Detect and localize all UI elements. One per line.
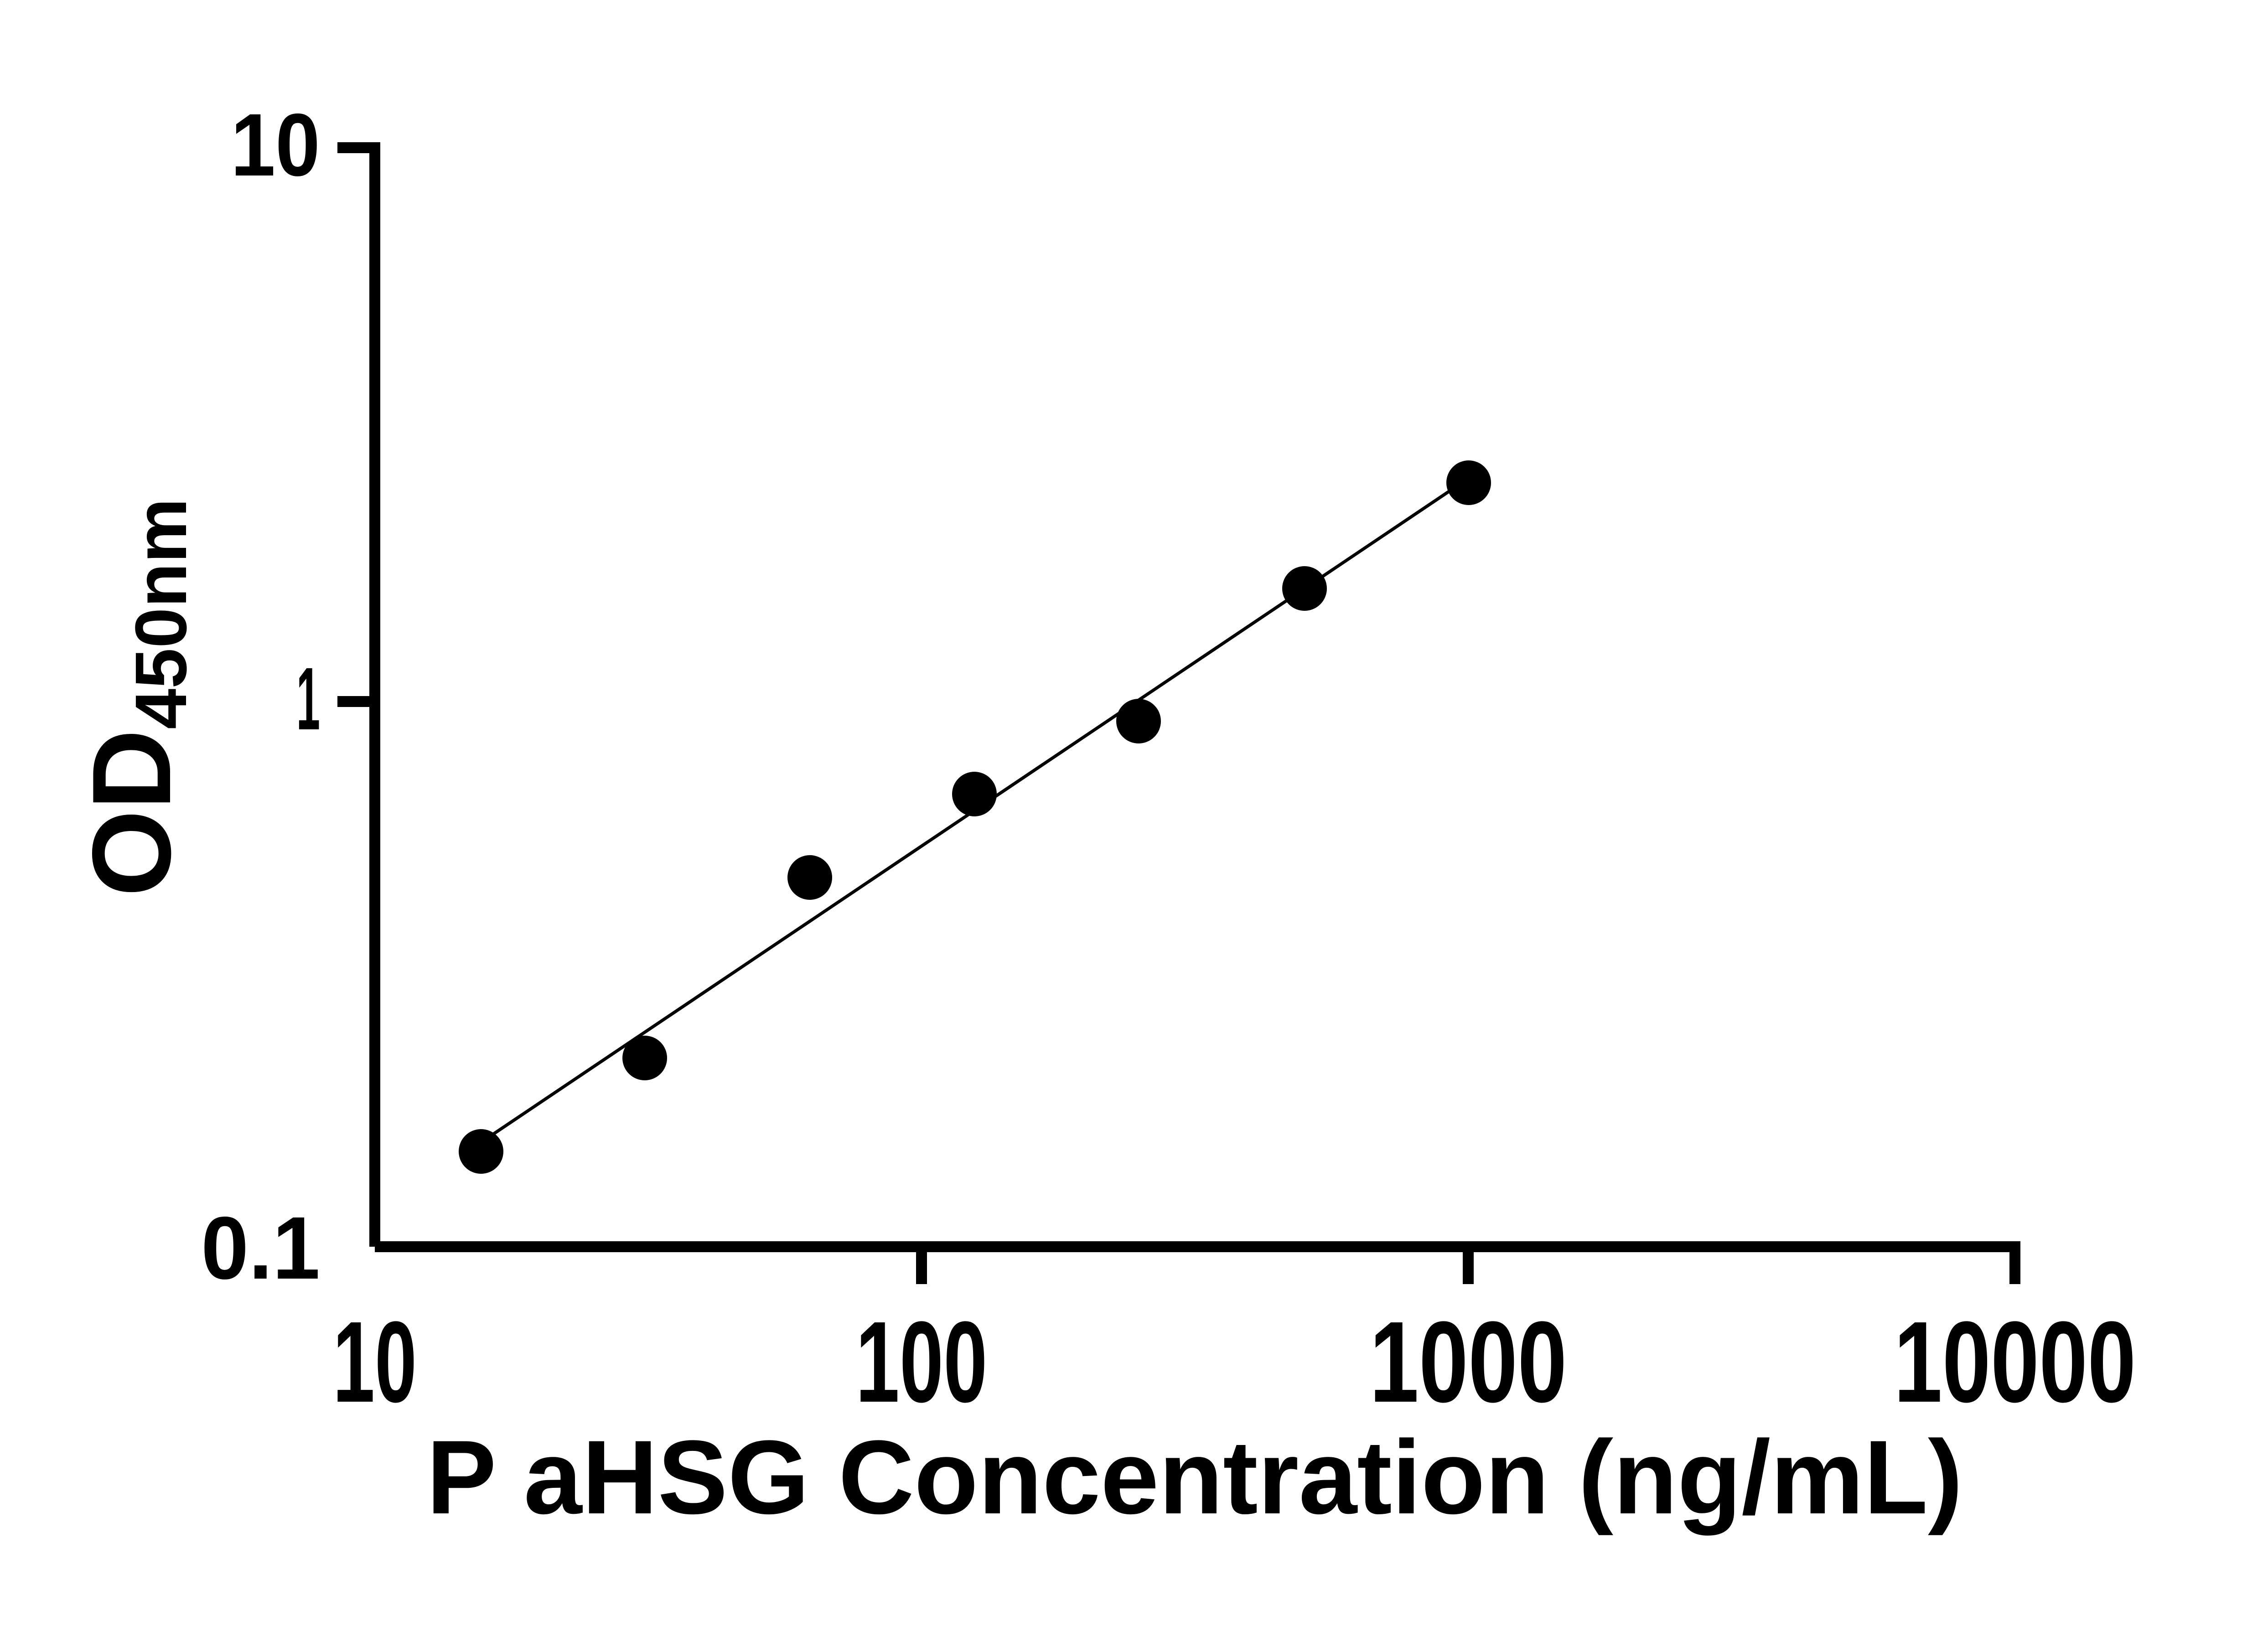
svg-text:100: 100 [856, 1297, 988, 1426]
svg-text:0.1: 0.1 [201, 1198, 320, 1298]
svg-text:10: 10 [333, 1297, 417, 1426]
svg-text:10: 10 [231, 95, 320, 195]
svg-text:OD450nm: OD450nm [69, 498, 202, 897]
svg-text:1: 1 [296, 649, 320, 748]
svg-text:P aHSG Concentration (ng/mL): P aHSG Concentration (ng/mL) [426, 1419, 1962, 1536]
svg-text:1000: 1000 [1370, 1297, 1567, 1426]
svg-text:10000: 10000 [1894, 1297, 2136, 1426]
